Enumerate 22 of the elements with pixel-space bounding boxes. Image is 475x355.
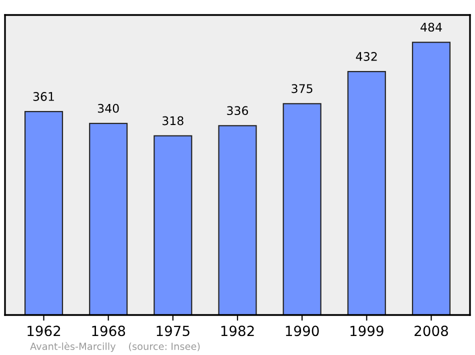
- bar: [412, 42, 451, 315]
- x-tick-label: 1982: [221, 326, 254, 336]
- x-tick-label: 1990: [286, 326, 319, 336]
- data-label: 361: [33, 92, 54, 101]
- bar: [24, 111, 64, 315]
- data-label: 336: [227, 106, 248, 116]
- data-label: 340: [98, 104, 119, 113]
- x-tick-label: 1962: [28, 326, 60, 336]
- data-label: 375: [292, 84, 312, 94]
- bar: [347, 71, 386, 315]
- bar: [218, 125, 257, 315]
- x-tick-label: 1968: [92, 326, 126, 336]
- x-tick-label: 1999: [350, 326, 384, 336]
- data-label: 318: [162, 116, 184, 126]
- data-label: 484: [420, 22, 442, 32]
- bar: [154, 135, 192, 315]
- bar: [282, 103, 322, 315]
- x-tick-label: 1975: [156, 326, 190, 336]
- bar: [89, 122, 128, 315]
- x-tick-label: 2008: [414, 326, 448, 336]
- text: Avant-lès-Marcilly (source: Insee): [30, 342, 200, 352]
- data-label: 432: [356, 52, 377, 61]
